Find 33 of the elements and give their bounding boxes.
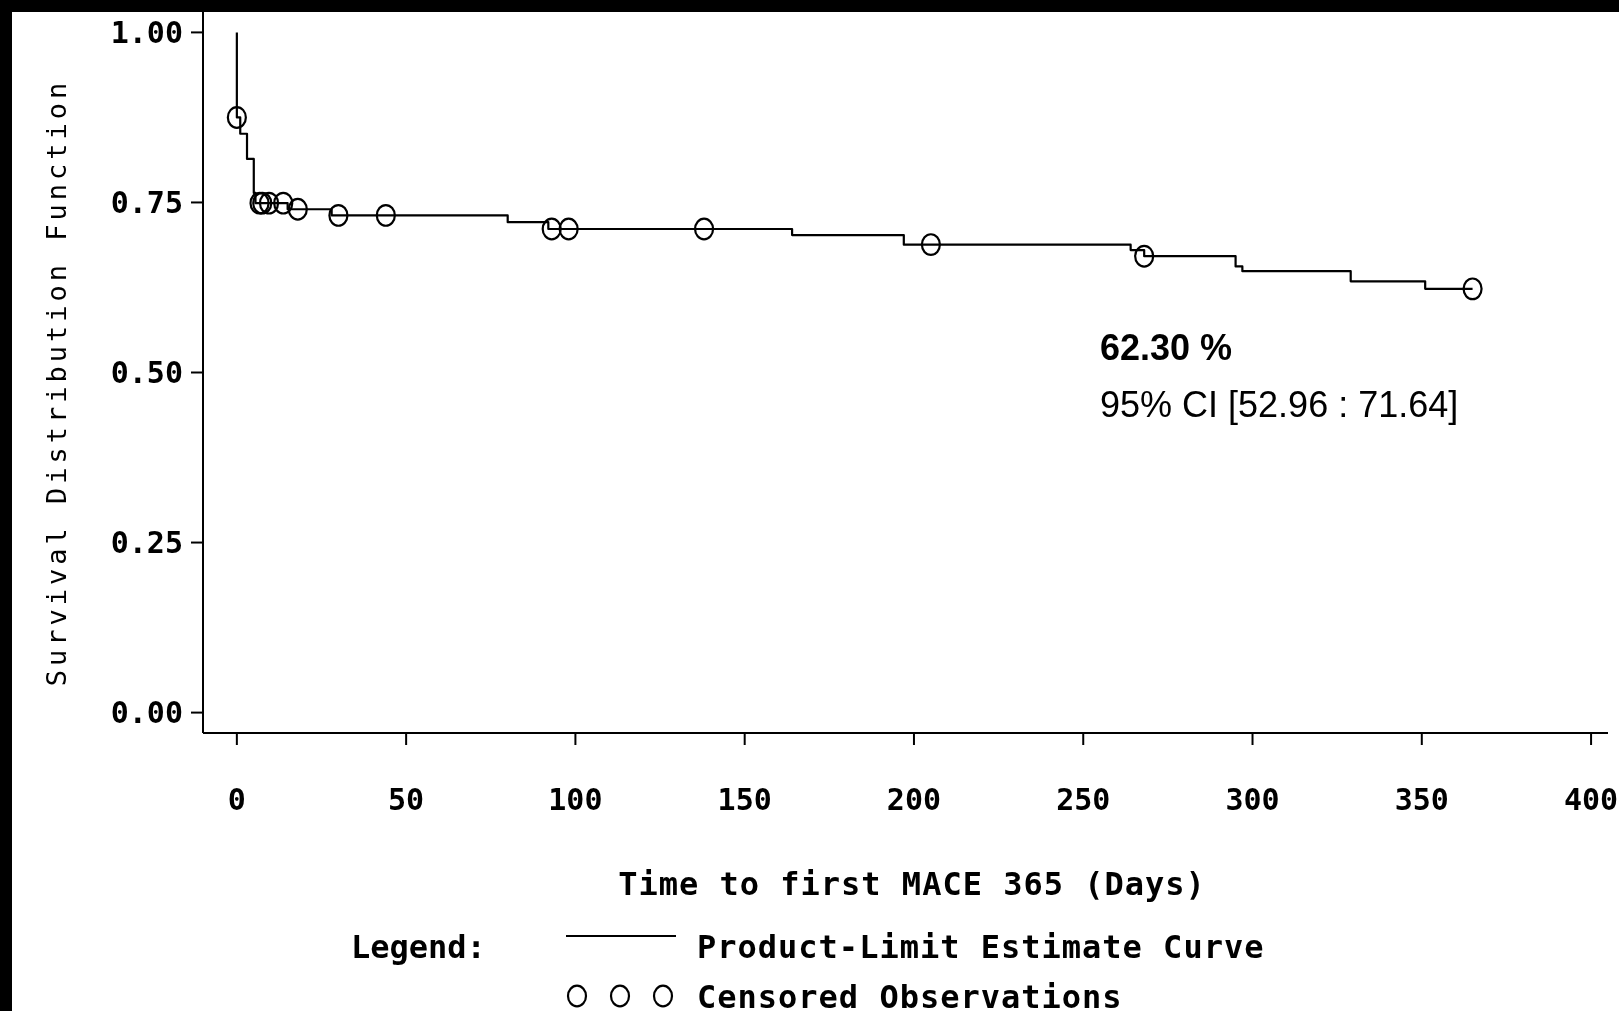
point [693,217,715,241]
x-tick-label: 200 [886,782,942,817]
x-tick-label: 350 [1394,782,1449,817]
x-tick-label: 150 [717,782,772,817]
annotation: 95% CI [52.96 : 71.64] [1100,384,1459,425]
x-axis-title: Time to first MACE 365 (Days) [618,865,1206,903]
y-tick-label: 0.75 [110,184,183,220]
legend-label: Product-Limit Estimate Curve [697,928,1265,966]
y-tick-label: 0.50 [110,355,183,390]
point [375,203,396,227]
point [920,233,941,257]
point [258,191,280,215]
legend-title: Legend: [351,928,486,966]
point [287,197,308,221]
point [558,217,579,241]
point [226,105,247,129]
x-tick-label: 300 [1225,782,1280,817]
point [328,203,349,227]
point [541,217,562,241]
x-tick-label: 0 [227,782,246,817]
annotation: 62.30 % [1100,327,1233,368]
x-tick-label: 250 [1056,782,1111,817]
x-tick-label: 400 [1563,782,1619,817]
y-tick-label: 1.00 [110,14,183,50]
x-tick-label: 100 [548,782,603,817]
point [1462,277,1483,301]
y-tick-label: 0.00 [110,695,183,731]
y-tick-label: 0.25 [110,525,183,561]
y-axis-title: Survival Distribution Function [41,78,72,687]
legend-label: Censored Observations [697,978,1123,1011]
point [273,191,294,215]
point [1134,244,1155,268]
x-tick-label: 50 [388,782,425,817]
